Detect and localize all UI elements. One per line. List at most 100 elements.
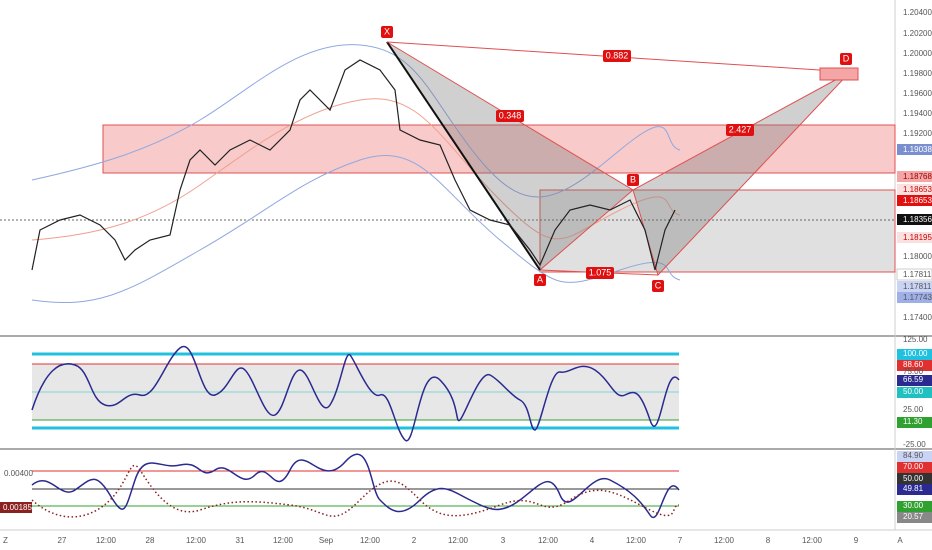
ratio-label: 2.427 xyxy=(729,124,752,134)
point-label: C xyxy=(655,280,662,290)
price-tick: 1.19200 xyxy=(903,129,932,138)
badge xyxy=(897,473,932,484)
point-box xyxy=(381,26,393,38)
ratio-box xyxy=(603,50,631,62)
time-tick: A xyxy=(897,536,903,545)
ratio-box xyxy=(726,124,754,136)
point-box xyxy=(627,174,639,186)
price-tick: 1.17400 xyxy=(903,313,932,322)
time-tick: 12:00 xyxy=(273,536,294,545)
target-zone xyxy=(819,67,859,81)
badge-label: 70.00 xyxy=(903,462,924,471)
point-box xyxy=(840,53,852,65)
price-tick: 1.20000 xyxy=(903,49,932,58)
osc-tick: 25.00 xyxy=(903,405,924,414)
badge xyxy=(897,184,932,195)
price-tick: 1.20200 xyxy=(903,29,932,38)
pattern-points: X A B C D xyxy=(381,26,852,292)
point-box xyxy=(534,274,546,286)
badge xyxy=(897,484,932,495)
price-series xyxy=(31,59,676,271)
time-tick: 12:00 xyxy=(538,536,559,545)
badge-label: 50.00 xyxy=(903,474,924,483)
ratio-box xyxy=(586,267,614,279)
lower-band xyxy=(31,155,681,303)
ratio-box xyxy=(496,110,524,122)
ratio-label: 0.348 xyxy=(499,110,522,120)
osc-line xyxy=(31,345,680,442)
badge-label: 1.18653 xyxy=(903,196,932,205)
time-tick: 12:00 xyxy=(802,536,823,545)
time-tick: 12:00 xyxy=(96,536,117,545)
ratio-label: 0.882 xyxy=(606,50,629,60)
badge xyxy=(897,417,932,428)
badge-label: 20.57 xyxy=(903,512,924,521)
ind-axis: 0.00400 0.00185 84.90 70.00 50.00 49.81 … xyxy=(0,451,932,523)
point-label: X xyxy=(384,26,390,36)
badge-label: 1.18356 xyxy=(903,215,932,224)
price-tick: 1.18000 xyxy=(903,252,932,261)
price-tick: 1.20400 xyxy=(903,8,932,17)
badge-label: 88.60 xyxy=(903,360,924,369)
xa-leg xyxy=(386,41,541,271)
price-axis: 1.20400 1.20200 1.20000 1.19800 1.19600 … xyxy=(896,8,932,322)
badge-label: 11.30 xyxy=(903,417,923,426)
time-tick: 9 xyxy=(854,536,859,545)
badge xyxy=(897,462,932,473)
time-tick: 27 xyxy=(58,536,67,545)
time-tick: 2 xyxy=(412,536,417,545)
mid-band xyxy=(31,98,681,241)
badge-label: 1.17811 xyxy=(903,282,932,291)
badge-label: 66.59 xyxy=(903,375,924,384)
time-tick: 28 xyxy=(146,536,155,545)
time-tick: 12:00 xyxy=(714,536,735,545)
badge xyxy=(897,281,932,292)
point-box xyxy=(652,280,664,292)
point-label: D xyxy=(843,53,850,63)
osc-tick: -25.00 xyxy=(903,440,926,449)
time-tick: 12:00 xyxy=(186,536,207,545)
ind-line xyxy=(31,453,680,519)
time-tick: 4 xyxy=(590,536,595,545)
badge-label: 50.00 xyxy=(903,387,924,396)
ratio-label: 1.075 xyxy=(589,267,612,277)
badge-label: 1.17811 xyxy=(903,270,932,279)
badge xyxy=(897,144,932,155)
badge xyxy=(897,232,932,243)
badge xyxy=(897,501,932,512)
badge-label: 100.00 xyxy=(903,349,928,358)
time-axis: Z 27 12:00 28 12:00 31 12:00 Sep 12:00 2 12:00 3 12:… xyxy=(3,536,903,545)
supply-zone xyxy=(102,124,896,174)
osc-tick: 125.00 xyxy=(903,335,928,344)
badge-label: 0.00185 xyxy=(3,503,32,512)
ind-dots xyxy=(31,464,680,518)
time-tick: 12:00 xyxy=(360,536,381,545)
badge xyxy=(897,214,932,225)
badge-label: 49.81 xyxy=(903,484,924,493)
badge-label: 1.18653 xyxy=(903,185,932,194)
price-tick: 1.19600 xyxy=(903,89,932,98)
badge-label: 1.18195 xyxy=(903,233,932,242)
price-tick: 1.19400 xyxy=(903,109,932,118)
time-tick: 12:00 xyxy=(448,536,469,545)
badge xyxy=(0,502,32,513)
badge xyxy=(897,451,932,462)
ind-left-tick: 0.00400 xyxy=(4,469,33,478)
badge xyxy=(897,195,932,206)
badge-label: 1.19038 xyxy=(903,145,932,154)
time-tick: Z xyxy=(3,536,8,545)
badge-label: 1.18768 xyxy=(903,172,932,181)
osc-axis: 125.00 100.00 88.60 75.00 66.59 50.00 25… xyxy=(897,335,932,449)
badge xyxy=(897,360,932,371)
point-label: B xyxy=(630,174,636,184)
badge-label: 1.17743 xyxy=(903,293,932,302)
osc-tick: 75.00 xyxy=(903,367,924,376)
upper-band xyxy=(31,44,681,198)
time-tick: 7 xyxy=(678,536,683,545)
badge xyxy=(897,171,932,182)
badge-label: 84.90 xyxy=(903,451,924,460)
time-tick: 31 xyxy=(236,536,245,545)
badge-label: 30.00 xyxy=(903,501,924,510)
